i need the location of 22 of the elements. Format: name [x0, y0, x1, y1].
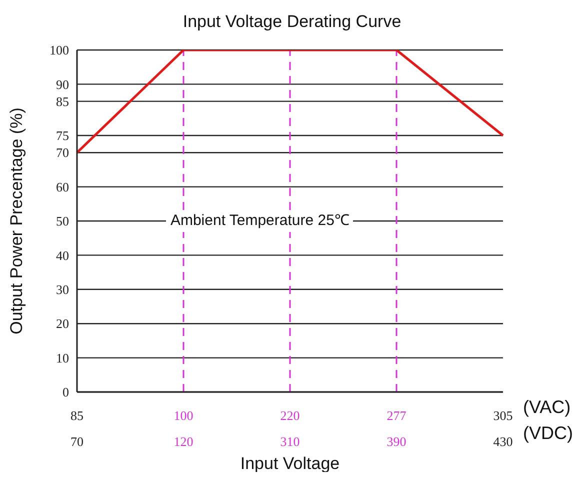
x-tick-label: 85 70	[70, 408, 84, 449]
text: (VAC)	[523, 397, 571, 417]
x-tick-label: 100 120	[174, 408, 194, 449]
y-tick-label: 60	[56, 179, 69, 194]
y-tick-label: 10	[56, 350, 69, 366]
y-axis-title: Output Power Precentage (%)	[7, 108, 26, 334]
y-tick-label: 100	[50, 42, 69, 58]
y-tick-label: 30	[56, 282, 69, 298]
y-tick-label: 85	[56, 94, 69, 109]
y-tick-label: 0	[62, 384, 69, 400]
y-tick-label: 20	[56, 316, 69, 332]
x-tick-label: 305 430	[493, 408, 513, 449]
y-tick-label: 50	[56, 214, 69, 229]
text: (VDC)	[523, 423, 573, 443]
chart-title: Input Voltage Derating Curve	[182, 11, 402, 33]
annotation: Ambient Temperature 25℃	[166, 210, 354, 232]
x-tick-label: 220 310	[280, 408, 300, 449]
y-tick-label: 75	[56, 128, 69, 144]
y-tick-label: 40	[56, 248, 69, 263]
x-tick-label: 277 390	[386, 408, 407, 449]
y-tick-label: 70	[56, 145, 69, 160]
y-tick-label: 90	[56, 76, 69, 92]
